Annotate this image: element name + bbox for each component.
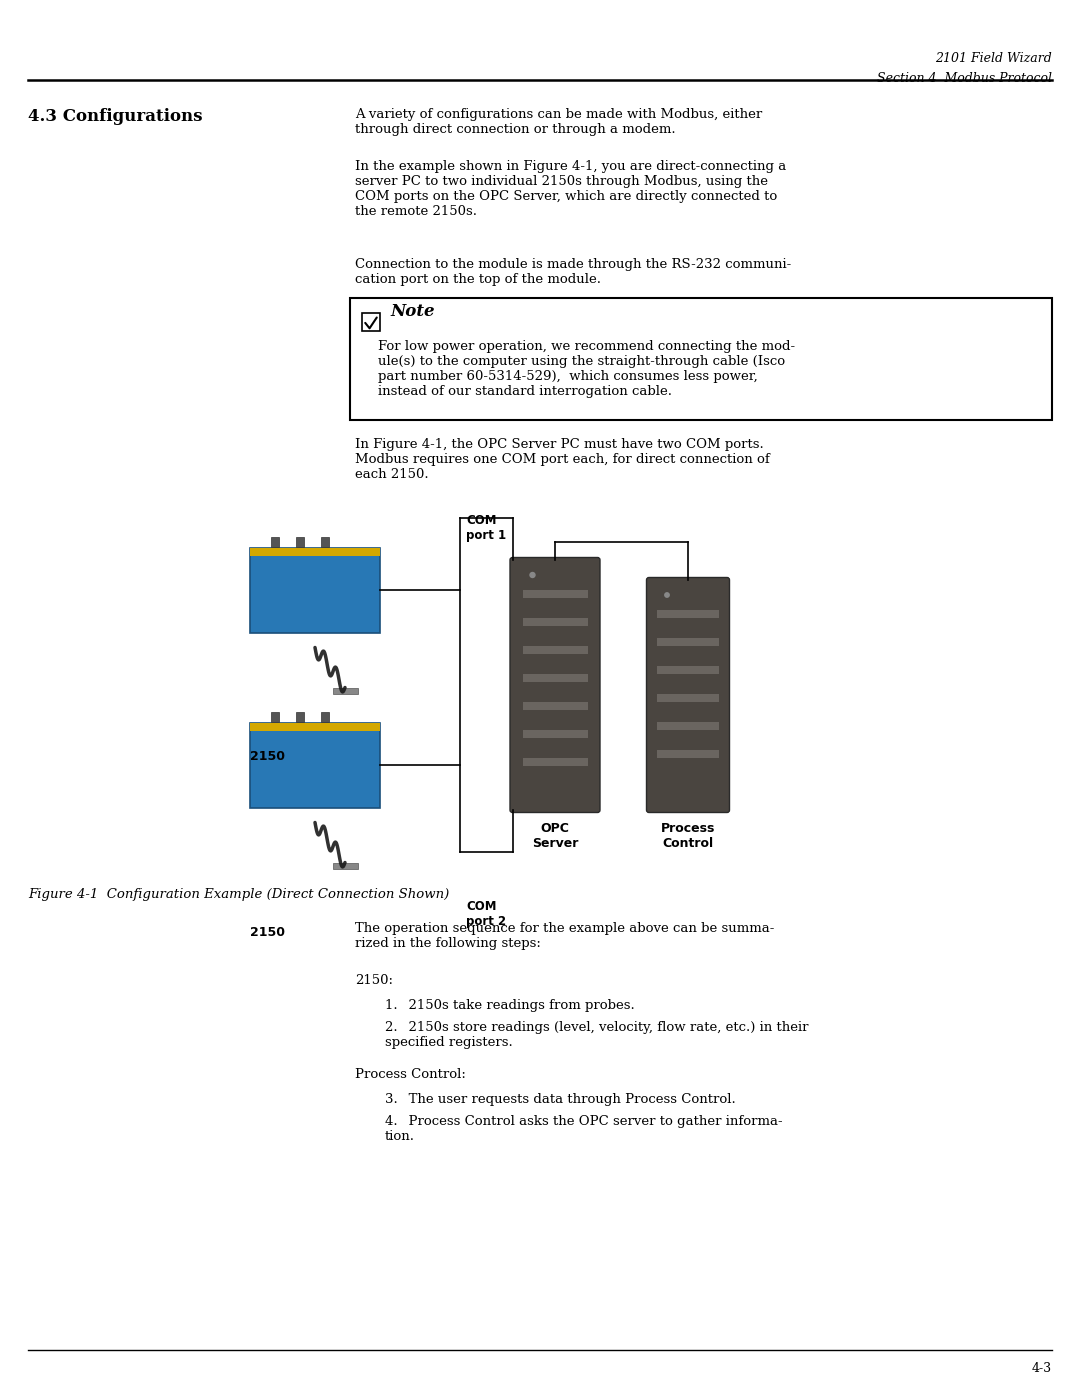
Bar — [350, 298, 1052, 420]
Bar — [296, 536, 303, 546]
Bar — [333, 862, 357, 869]
Bar — [249, 548, 380, 556]
Bar — [657, 638, 719, 645]
Bar — [657, 694, 719, 703]
Text: A variety of configurations can be made with Modbus, either
through direct conne: A variety of configurations can be made … — [355, 108, 762, 136]
Text: 3.  The user requests data through Process Control.: 3. The user requests data through Proces… — [384, 1092, 735, 1106]
Bar — [523, 759, 588, 766]
Text: 2150: 2150 — [249, 750, 285, 764]
Text: Process Control:: Process Control: — [355, 1067, 465, 1081]
Text: 4-3: 4-3 — [1031, 1362, 1052, 1375]
Bar — [523, 703, 588, 710]
Text: COM
port 2: COM port 2 — [465, 900, 507, 928]
Text: OPC
Server: OPC Server — [531, 821, 578, 849]
Bar — [523, 645, 588, 654]
Text: 2150:: 2150: — [355, 974, 393, 988]
Text: Section 4  Modbus Protocol: Section 4 Modbus Protocol — [877, 73, 1052, 85]
Text: Note: Note — [390, 303, 434, 320]
Bar — [523, 673, 588, 682]
Bar — [657, 750, 719, 759]
FancyBboxPatch shape — [647, 577, 729, 813]
Bar — [321, 536, 329, 546]
Text: In Figure 4-1, the OPC Server PC must have two COM ports.
Modbus requires one CO: In Figure 4-1, the OPC Server PC must ha… — [355, 439, 770, 481]
Bar — [271, 711, 279, 721]
FancyBboxPatch shape — [510, 557, 600, 813]
Circle shape — [530, 573, 535, 577]
Bar — [333, 687, 357, 693]
Text: 2150: 2150 — [249, 925, 285, 939]
Text: Figure 4-1  Configuration Example (Direct Connection Shown): Figure 4-1 Configuration Example (Direct… — [28, 888, 449, 901]
Text: 2.  2150s store readings (level, velocity, flow rate, etc.) in their
specified r: 2. 2150s store readings (level, velocity… — [384, 1021, 809, 1049]
Text: In the example shown in Figure 4-1, you are direct-connecting a
server PC to two: In the example shown in Figure 4-1, you … — [355, 161, 786, 218]
Text: The operation sequence for the example above can be summa-
rized in the followin: The operation sequence for the example a… — [355, 922, 774, 950]
Text: 4.  Process Control asks the OPC server to gather informa-
tion.: 4. Process Control asks the OPC server t… — [384, 1115, 783, 1143]
Bar — [321, 711, 329, 721]
Bar — [657, 722, 719, 731]
Text: 4.3 Configurations: 4.3 Configurations — [28, 108, 203, 124]
Text: 1.  2150s take readings from probes.: 1. 2150s take readings from probes. — [384, 999, 635, 1011]
Bar — [523, 617, 588, 626]
Text: COM
port 1: COM port 1 — [465, 514, 507, 542]
Circle shape — [665, 592, 670, 597]
Text: Connection to the module is made through the RS-232 communi-
cation port on the : Connection to the module is made through… — [355, 258, 792, 286]
Bar — [271, 536, 279, 546]
FancyBboxPatch shape — [249, 722, 380, 807]
Text: For low power operation, we recommend connecting the mod-
ule(s) to the computer: For low power operation, we recommend co… — [378, 339, 795, 398]
Bar — [523, 590, 588, 598]
Text: Process
Control: Process Control — [661, 821, 715, 849]
Bar — [296, 711, 303, 721]
Text: 2101 Field Wizard: 2101 Field Wizard — [935, 52, 1052, 66]
Bar — [657, 666, 719, 673]
Bar — [362, 313, 380, 331]
FancyBboxPatch shape — [249, 548, 380, 633]
Bar — [249, 722, 380, 731]
Bar — [657, 610, 719, 617]
Bar — [523, 731, 588, 738]
